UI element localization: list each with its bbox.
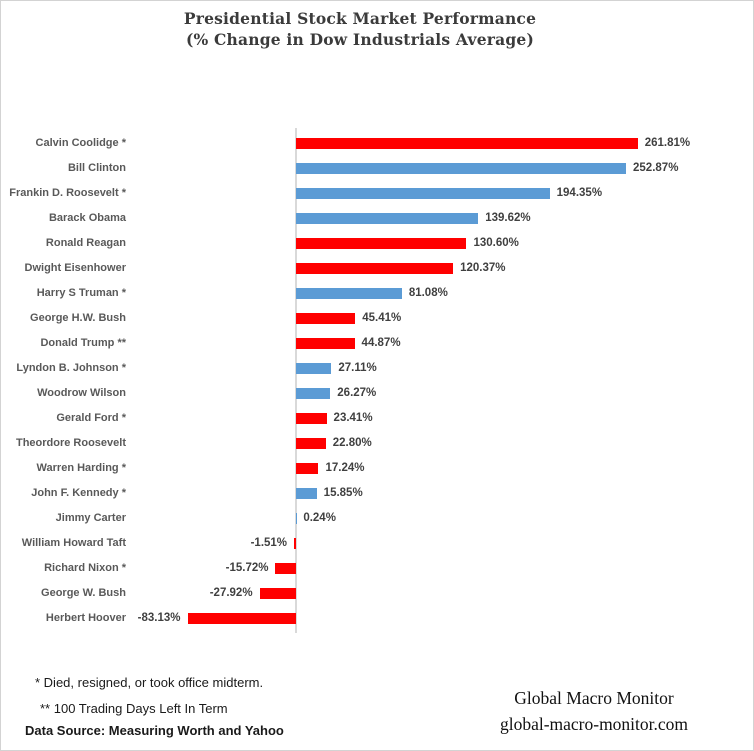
- value-label: 261.81%: [644, 136, 691, 149]
- category-label: William Howard Taft: [21, 536, 126, 549]
- category-label: George W. Bush: [41, 586, 126, 599]
- bar-segment: [296, 362, 332, 374]
- bar-segment: [296, 237, 467, 249]
- value-label: -83.13%: [137, 611, 181, 624]
- value-label: 194.35%: [556, 186, 603, 199]
- value-label: 15.85%: [323, 486, 363, 499]
- category-label: Lyndon B. Johnson *: [16, 361, 126, 374]
- bar-segment: [259, 587, 296, 599]
- category-label: Ronald Reagan: [45, 236, 126, 249]
- value-label: 44.87%: [361, 336, 401, 349]
- bar-segment: [296, 137, 638, 149]
- footnote-midterm: * Died, resigned, or took office midterm…: [35, 675, 264, 690]
- category-label: Gerald Ford *: [56, 411, 126, 424]
- chart-title: Presidential Stock Market Performance (%…: [0, 8, 720, 50]
- category-label: Donald Trump **: [40, 336, 126, 349]
- chart-title-line2: (% Change in Dow Industrials Average): [185, 30, 535, 49]
- value-label: -27.92%: [209, 586, 253, 599]
- vertical-axis-line: [295, 128, 297, 633]
- bar-segment: [296, 162, 627, 174]
- category-label: Dwight Eisenhower: [24, 261, 126, 274]
- value-label: 22.80%: [332, 436, 372, 449]
- value-label: 17.24%: [325, 461, 365, 474]
- value-label: 0.24%: [303, 511, 336, 524]
- category-label: Jimmy Carter: [55, 511, 126, 524]
- value-label: 27.11%: [338, 361, 377, 374]
- bar-segment: [296, 262, 454, 274]
- value-label: 81.08%: [408, 286, 448, 299]
- value-label: 252.87%: [633, 161, 679, 174]
- bar-segment: [296, 287, 402, 299]
- category-label: Barack Obama: [48, 211, 126, 224]
- data-source-note: Data Source: Measuring Worth and Yahoo: [25, 723, 284, 738]
- category-label: John F. Kennedy *: [31, 486, 126, 499]
- category-label: Bill Clinton: [67, 161, 126, 174]
- value-label: -1.51%: [250, 536, 288, 549]
- category-label: Richard Nixon *: [44, 561, 126, 574]
- category-label: Warren Harding *: [36, 461, 126, 474]
- bar-segment: [296, 412, 327, 424]
- branding-name: Global Macro Monitor: [514, 688, 674, 708]
- bar-segment: [296, 212, 479, 224]
- value-label: 26.27%: [337, 386, 377, 399]
- category-label: Herbert Hoover: [45, 611, 126, 624]
- category-label: Harry S Truman *: [36, 286, 126, 299]
- bar-segment: [296, 512, 297, 524]
- footnote-trading-days: ** 100 Trading Days Left In Term: [40, 701, 228, 716]
- bar-segment: [296, 187, 550, 199]
- bar-segment: [275, 562, 296, 574]
- branding-block: Global Macro Monitor global-macro-monito…: [448, 685, 740, 737]
- category-label: Frankin D. Roosevelt *: [9, 186, 126, 199]
- value-label: 130.60%: [473, 236, 519, 249]
- category-label: Theordore Roosevelt: [15, 436, 126, 449]
- bar-segment: [296, 462, 319, 474]
- value-label: 120.37%: [460, 261, 506, 274]
- value-label: -15.72%: [225, 561, 269, 574]
- bar-segment: [296, 387, 331, 399]
- category-label: George H.W. Bush: [30, 311, 126, 324]
- bar-segment: [296, 312, 356, 324]
- branding-site: global-macro-monitor.com: [499, 714, 689, 734]
- bar-segment: [296, 437, 326, 449]
- value-label: 139.62%: [485, 211, 531, 224]
- bar-segment: [187, 612, 296, 624]
- bar-segment: [296, 487, 317, 499]
- bar-segment: [296, 337, 355, 349]
- category-label: Calvin Coolidge *: [35, 136, 126, 149]
- chart-title-line1: Presidential Stock Market Performance: [183, 9, 537, 28]
- value-label: 23.41%: [333, 411, 373, 424]
- category-label: Woodrow Wilson: [37, 386, 126, 399]
- value-label: 45.41%: [362, 311, 402, 324]
- bar-segment: [294, 537, 296, 549]
